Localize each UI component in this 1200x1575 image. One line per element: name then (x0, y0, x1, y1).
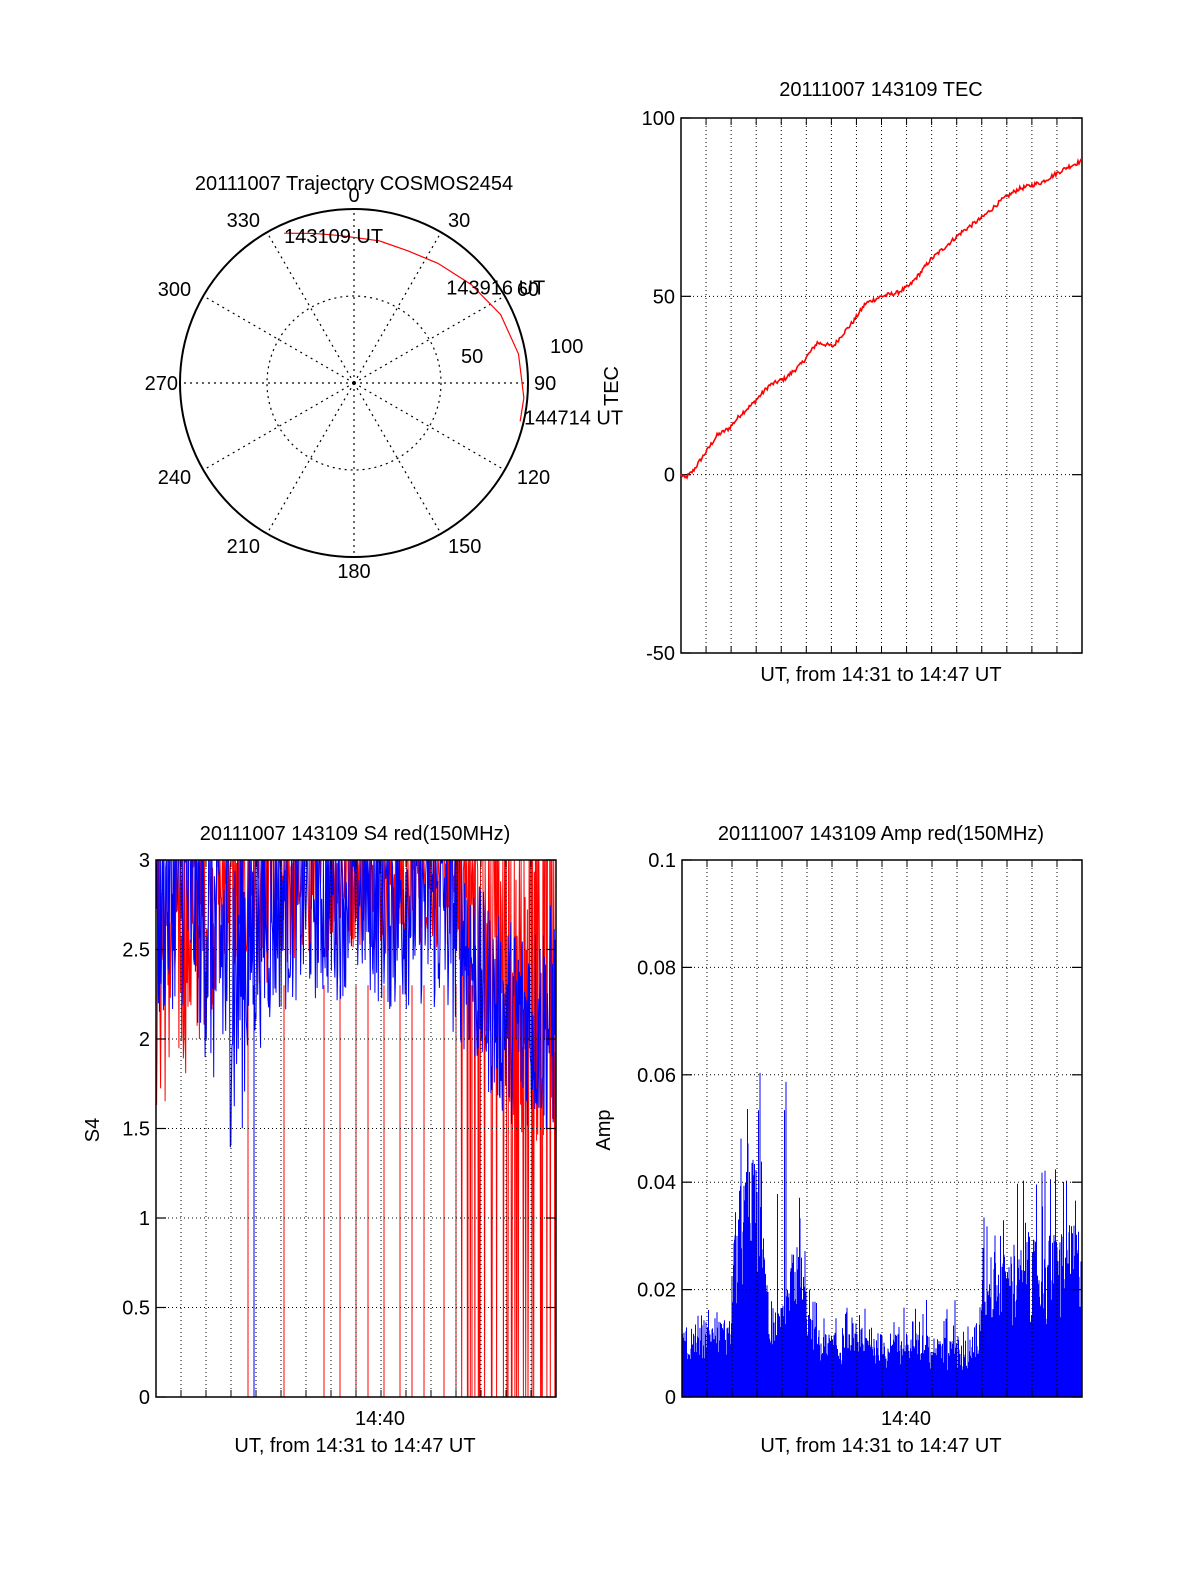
polar-outer-circle (179, 208, 529, 558)
polar-azimuth-label: 90 (534, 373, 556, 395)
polar-radius-label: 50 (461, 346, 483, 368)
polar-azimuth-label: 300 (158, 279, 191, 301)
polar-spoke (353, 295, 505, 384)
y-tick-label: 50 (653, 286, 675, 308)
y-tick-label: 0.08 (637, 957, 676, 979)
y-tick-label: 0.5 (122, 1298, 150, 1320)
polar-azimuth-label: 150 (448, 536, 481, 558)
tec-title: 20111007 143109 TEC (779, 79, 983, 101)
s4-series-group (156, 860, 556, 1397)
x-tick-label: 14:40 (355, 1408, 405, 1430)
polar-spoke (266, 232, 355, 384)
trajectory-time-label: 144714 UT (524, 407, 623, 429)
y-tick-label: 0.02 (637, 1280, 676, 1302)
s4-red-series (156, 860, 556, 1397)
trajectory-title: 20111007 Trajectory COSMOS2454 (195, 173, 513, 195)
y-tick-label: 0 (139, 1387, 150, 1409)
tec-xlabel: UT, from 14:31 to 14:47 UT (760, 664, 1001, 686)
polar-spoke (203, 295, 355, 384)
polar-azimuth-label: 180 (337, 561, 370, 583)
s4-panel: 20111007 143109 S4 red(150MHz) UT, from … (82, 823, 557, 1457)
y-tick-label: 0 (665, 1387, 676, 1409)
trajectory-line (284, 232, 525, 422)
tec-panel: 20111007 143109 TEC UT, from 14:31 to 14… (601, 79, 1083, 686)
polar-trajectory: 143109 UT 143916 UT 144714 UT (284, 226, 623, 429)
tec-series-line (680, 158, 1083, 480)
polar-grid (179, 208, 529, 558)
polar-spoke (353, 382, 505, 471)
y-tick-label: 1.5 (122, 1119, 150, 1141)
amp-title: 20111007 143109 Amp red(150MHz) (718, 823, 1044, 845)
polar-spoke (353, 232, 442, 384)
polar-azimuth-label: 270 (145, 373, 178, 395)
s4-xlabel: UT, from 14:31 to 14:47 UT (234, 1435, 475, 1457)
y-tick-label: 0.06 (637, 1065, 676, 1087)
y-tick-label: 2.5 (122, 940, 150, 962)
polar-radius-label: 100 (550, 336, 583, 358)
polar-inner-circle (266, 295, 442, 471)
polar-spoke (353, 382, 442, 534)
y-tick-label: 0 (664, 465, 675, 487)
polar-azimuth-label: 210 (227, 536, 260, 558)
trajectory-time-label: 143109 UT (284, 226, 383, 248)
polar-azimuth-labels: 0 30 60 90 120 150 180 210 240 270 300 330 50 100 (145, 185, 584, 583)
y-tick-label: 0.04 (637, 1172, 676, 1194)
polar-azimuth-label: 240 (158, 467, 191, 489)
y-tick-label: -50 (646, 643, 675, 665)
tec-ylabel: TEC (601, 366, 623, 406)
amp-plot-area: 0 0.02 0.04 0.06 0.08 0.1 14:40 (637, 850, 1083, 1430)
y-tick-label: 1 (139, 1208, 150, 1230)
s4-blue-series (156, 860, 556, 1148)
polar-azimuth-label: 330 (227, 210, 260, 232)
y-tick-label: 0.1 (648, 850, 676, 872)
s4-plot-area: 0 0.5 1 1.5 2 2.5 3 14:40 (122, 850, 557, 1430)
s4-ylabel: S4 (82, 1118, 104, 1142)
amp-panel: 20111007 143109 Amp red(150MHz) UT, from… (593, 823, 1083, 1457)
polar-spoke (203, 382, 355, 471)
polar-azimuth-label: 30 (448, 210, 470, 232)
trajectory-panel: 20111007 Trajectory COSMOS2454 0 30 60 90 12… (145, 173, 623, 583)
polar-spoke (266, 382, 355, 534)
y-tick-label: 100 (642, 108, 675, 130)
y-tick-label: 2 (139, 1029, 150, 1051)
s4-title: 20111007 143109 S4 red(150MHz) (200, 823, 511, 845)
x-tick-label: 14:40 (881, 1408, 931, 1430)
polar-azimuth-label: 0 (348, 185, 359, 207)
polar-azimuth-label: 60 (517, 279, 539, 301)
amp-xlabel: UT, from 14:31 to 14:47 UT (760, 1435, 1001, 1457)
trajectory-time-label: 143916 UT (446, 278, 545, 300)
polar-azimuth-label: 120 (517, 467, 550, 489)
amp-ylabel: Amp (593, 1109, 615, 1150)
tec-plot-area: -50 0 50 100 (642, 108, 1083, 665)
y-tick-label: 3 (139, 850, 150, 872)
